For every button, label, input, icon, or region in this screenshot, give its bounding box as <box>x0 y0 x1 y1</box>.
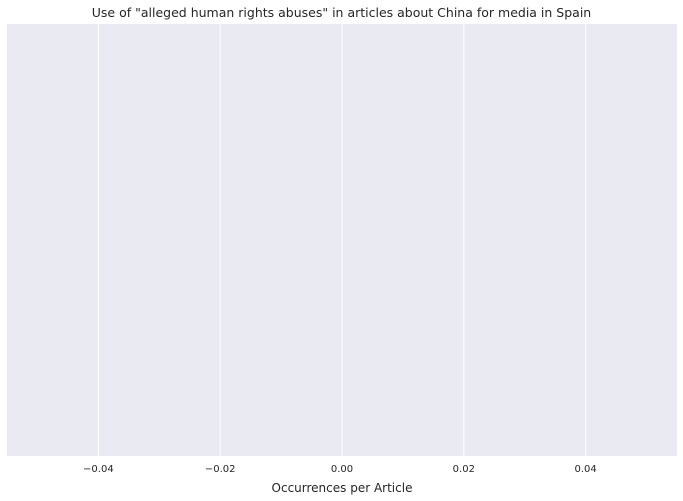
x-tick-label: 0.04 <box>575 464 597 475</box>
gridlines <box>97 24 587 456</box>
x-tick-label: −0.04 <box>83 464 114 475</box>
x-tick-labels: −0.04 −0.02 0.00 0.02 0.04 <box>83 464 597 475</box>
x-tick-label: −0.02 <box>205 464 236 475</box>
x-axis-label: Occurrences per Article <box>272 481 413 495</box>
x-tick-label: 0.00 <box>331 464 353 475</box>
x-tick-label: 0.02 <box>453 464 475 475</box>
chart-title: Use of "alleged human rights abuses" in … <box>92 5 591 20</box>
